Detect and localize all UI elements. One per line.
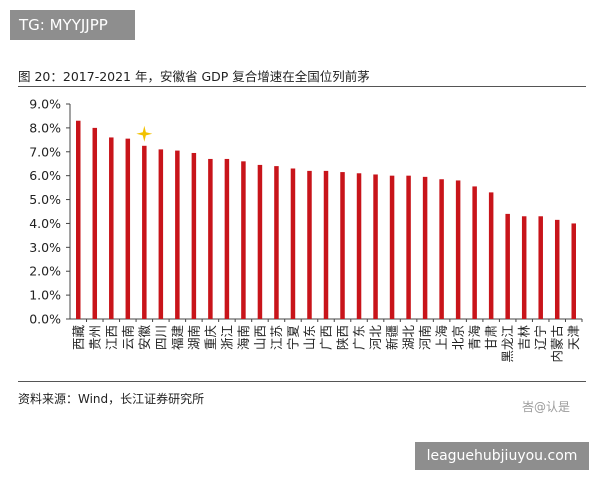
bar: [356, 173, 362, 319]
x-tick-label: 福建: [170, 325, 185, 351]
x-tick-label: 山东: [302, 325, 317, 350]
bar: [175, 150, 180, 319]
y-tick-label: 1.0%: [29, 288, 61, 303]
y-tick-label: 9.0%: [29, 97, 61, 112]
x-tick-label: 河北: [368, 325, 383, 351]
x-tick-label: 上海: [434, 325, 449, 351]
bar: [241, 161, 246, 319]
bar: [439, 179, 444, 319]
x-tick-label: 北京: [451, 325, 466, 350]
y-tick-label: 0.0%: [29, 312, 61, 327]
x-tick-label: 山西: [252, 325, 267, 350]
x-tick-label: 海南: [236, 325, 251, 350]
x-tick-label: 湖北: [401, 325, 416, 351]
bar: [158, 149, 164, 319]
y-tick-label: 2.0%: [29, 264, 61, 279]
y-tick-label: 8.0%: [29, 120, 61, 135]
y-tick-label: 6.0%: [29, 168, 61, 183]
bar: [373, 174, 378, 319]
x-tick-label: 内蒙古: [550, 325, 565, 363]
x-tick-label: 天津: [566, 325, 581, 350]
bar: [208, 158, 213, 319]
bar: [340, 172, 345, 319]
bar: [389, 175, 395, 319]
bar: [142, 145, 147, 319]
x-tick-label: 新疆: [385, 325, 400, 350]
bar: [571, 223, 576, 319]
x-tick-label: 黑龙江: [500, 325, 515, 363]
bar: [191, 152, 197, 319]
attribution-mark: 峇@认是: [522, 400, 571, 414]
source-note: 资料来源：Wind，长江证券研究所: [18, 392, 205, 406]
bar: [257, 164, 263, 319]
x-tick-label: 西藏: [71, 325, 86, 351]
bar: [521, 216, 527, 319]
x-tick-label: 云南: [120, 325, 135, 350]
y-tick-label: 5.0%: [29, 192, 61, 207]
bar: [554, 219, 560, 319]
bar: [125, 138, 131, 319]
watermark-top-badge: TG: MYYJJPP: [10, 10, 135, 40]
bar: [76, 120, 81, 319]
bar: [323, 170, 329, 319]
bar: [538, 216, 543, 319]
bar: [290, 168, 296, 319]
bar: [488, 192, 494, 319]
bar: [455, 180, 461, 319]
bar: [92, 127, 98, 319]
x-tick-label: 广东: [352, 325, 367, 350]
bar: [307, 170, 312, 319]
chart-title: 图 20：2017-2021 年，安徽省 GDP 复合增速在全国位列前茅: [18, 69, 370, 84]
highlight-star-icon: [136, 125, 153, 142]
x-tick-label: 辽宁: [533, 325, 548, 350]
bar: [274, 166, 279, 319]
bar: [109, 137, 114, 319]
watermark-url-badge: leaguehubjiuyou.com: [415, 442, 589, 470]
y-tick-label: 3.0%: [29, 240, 61, 255]
x-tick-label: 甘肃: [484, 325, 499, 350]
x-tick-label: 河南: [418, 325, 433, 350]
x-tick-label: 重庆: [203, 325, 218, 351]
bar: [422, 176, 428, 319]
source-rule: [18, 381, 586, 382]
x-tick-label: 四川: [153, 325, 168, 350]
bar: [505, 213, 510, 319]
x-tick-label: 贵州: [87, 325, 102, 350]
x-tick-label: 浙江: [219, 325, 234, 350]
bar: [224, 158, 230, 319]
x-tick-label: 青海: [467, 325, 482, 351]
x-tick-label: 江苏: [269, 325, 284, 350]
x-tick-label: 陕西: [335, 325, 350, 350]
bar: [406, 175, 411, 319]
x-tick-label: 安徽: [137, 325, 152, 351]
x-tick-label: 广西: [319, 325, 334, 350]
x-tick-label: 吉林: [517, 325, 532, 351]
y-tick-label: 4.0%: [29, 216, 61, 231]
bar: [472, 186, 477, 319]
x-tick-label: 宁夏: [285, 325, 300, 351]
x-tick-label: 江西: [104, 325, 119, 350]
y-tick-label: 7.0%: [29, 144, 61, 159]
x-tick-label: 湖南: [186, 325, 201, 350]
title-rule: [18, 86, 586, 87]
